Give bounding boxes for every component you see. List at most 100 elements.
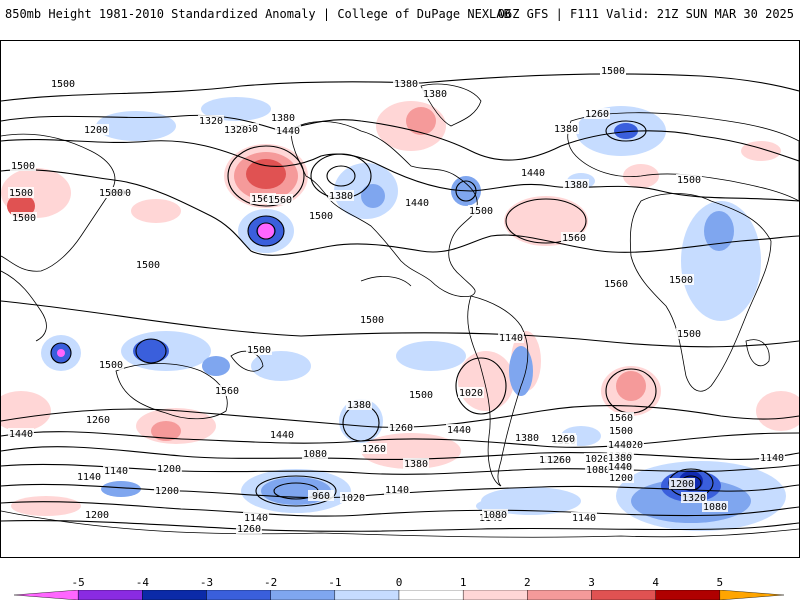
colorbar-swatch <box>142 590 207 600</box>
contour-label-bg <box>135 259 161 270</box>
contour-label: 1500 <box>247 345 271 356</box>
coastline <box>360 276 412 287</box>
colorbar <box>14 590 784 600</box>
contour-label: 1500 <box>360 315 384 326</box>
contour-label-bg <box>154 485 180 496</box>
anomaly-blob <box>361 433 461 469</box>
contour-label-bg <box>98 359 124 370</box>
contour-label: 1500 <box>51 79 75 90</box>
contour-label-bg <box>359 314 385 325</box>
coastline <box>467 295 529 487</box>
colorbar-tick-label: -3 <box>199 576 214 589</box>
contour-label: 1500 <box>136 260 160 271</box>
contour-label-bg <box>702 501 728 512</box>
contour-label-bg <box>403 458 429 469</box>
contour-label-bg <box>584 453 610 464</box>
contour-line <box>1 114 799 162</box>
colorbar-tick-label: 5 <box>716 576 724 589</box>
contour-line <box>1 520 799 532</box>
contour-label-bg <box>361 443 387 454</box>
contour-label: 1500 <box>469 206 493 217</box>
contour-label-bg <box>340 492 366 503</box>
contour-label: 1500 <box>309 211 333 222</box>
contour-label: 1500 <box>409 390 433 401</box>
contour-label-bg <box>458 387 484 398</box>
contour-label-bg <box>76 471 102 482</box>
anomaly-blob <box>151 421 181 441</box>
colorbar-tick-label: 2 <box>524 576 531 589</box>
contour-label-bg <box>346 399 372 410</box>
anomaly-blob <box>246 159 286 189</box>
contour-label-bg <box>388 422 414 433</box>
contour-label: 1320 <box>224 125 248 136</box>
contour-line <box>1 483 799 499</box>
contour-label: 1380 <box>394 79 418 90</box>
contour-label: 1080 <box>483 510 507 521</box>
anomaly-blob <box>133 339 169 363</box>
contour-label: 1140 <box>760 453 784 464</box>
contour-label: 1500 <box>12 213 36 224</box>
coastline <box>1 510 799 538</box>
coastlines <box>1 83 799 538</box>
anomaly-blob <box>756 391 799 431</box>
contour-label-bg <box>267 194 293 205</box>
colorbar-swatch <box>462 590 528 600</box>
contour-label-bg <box>50 78 76 89</box>
contour-ring <box>255 475 337 507</box>
anomaly-blob <box>361 184 385 208</box>
contour-label: 1080 <box>703 502 727 513</box>
contour-label: 1500 <box>99 360 123 371</box>
contour-label-bg <box>8 187 34 198</box>
contour-line <box>1 501 799 517</box>
contour-label-bg <box>468 205 494 216</box>
colorbar-tick-label: -5 <box>71 576 85 589</box>
anomaly-blob <box>741 141 781 161</box>
contour-label-bg <box>676 174 702 185</box>
colorbar-tick-label: 3 <box>588 576 595 589</box>
contour-label-bg <box>607 439 633 450</box>
anomaly-blob <box>406 107 436 135</box>
contour-label: 1380 <box>404 459 428 470</box>
contour-label: 1200 <box>670 479 694 490</box>
contour-label-bg <box>514 432 540 443</box>
contour-label-bg <box>446 424 472 435</box>
contour-label: 1500 <box>601 66 625 77</box>
contour-label: 1440 <box>447 425 471 436</box>
contour-label: 1020 <box>341 493 365 504</box>
contour-label-bg <box>156 463 182 474</box>
anomaly-blob <box>704 211 734 251</box>
contour-label: 1500 <box>99 188 123 199</box>
contour-ring <box>455 357 507 415</box>
contour-label: 1200 <box>85 510 109 521</box>
contour-label-bg <box>608 425 634 436</box>
contour-label-bg <box>250 193 276 204</box>
contour-label: 1260 <box>547 455 571 466</box>
contour-label-bg <box>103 465 129 476</box>
contour-label-bg <box>10 160 36 171</box>
colorbar-tick-label: 4 <box>652 576 659 589</box>
contour-label: 1020 <box>585 454 609 465</box>
colorbar-swatch <box>77 590 143 600</box>
contour-label-bg <box>270 112 296 123</box>
contour-label: 1560 <box>251 194 275 205</box>
contour-label: 1560 <box>562 233 586 244</box>
world-map: 1260132013801200132012601380144013801320… <box>1 65 799 538</box>
colorbar-swatch <box>14 590 79 600</box>
contour-label: 1200 <box>84 125 108 136</box>
anomaly-blob <box>131 199 181 223</box>
contour-label: 1380 <box>271 113 295 124</box>
anomaly-blob <box>96 111 176 141</box>
contour-label: 1380 <box>329 191 353 202</box>
contour-ring <box>505 198 587 244</box>
colorbar-tick-label: -4 <box>135 576 149 589</box>
colorbar-tick-label: 1 <box>459 576 467 589</box>
contour-label-bg <box>302 448 328 459</box>
colorbar-swatch <box>206 590 271 600</box>
contour-label-bg <box>584 108 610 119</box>
anomaly-blob <box>614 123 638 139</box>
contour-label-bg <box>498 332 524 343</box>
anomaly-blob <box>101 481 141 497</box>
contour-label: 1020 <box>459 388 483 399</box>
header: 850mb Height 1981-2010 Standardized Anom… <box>0 0 800 40</box>
contour-label: 1380 <box>347 400 371 411</box>
